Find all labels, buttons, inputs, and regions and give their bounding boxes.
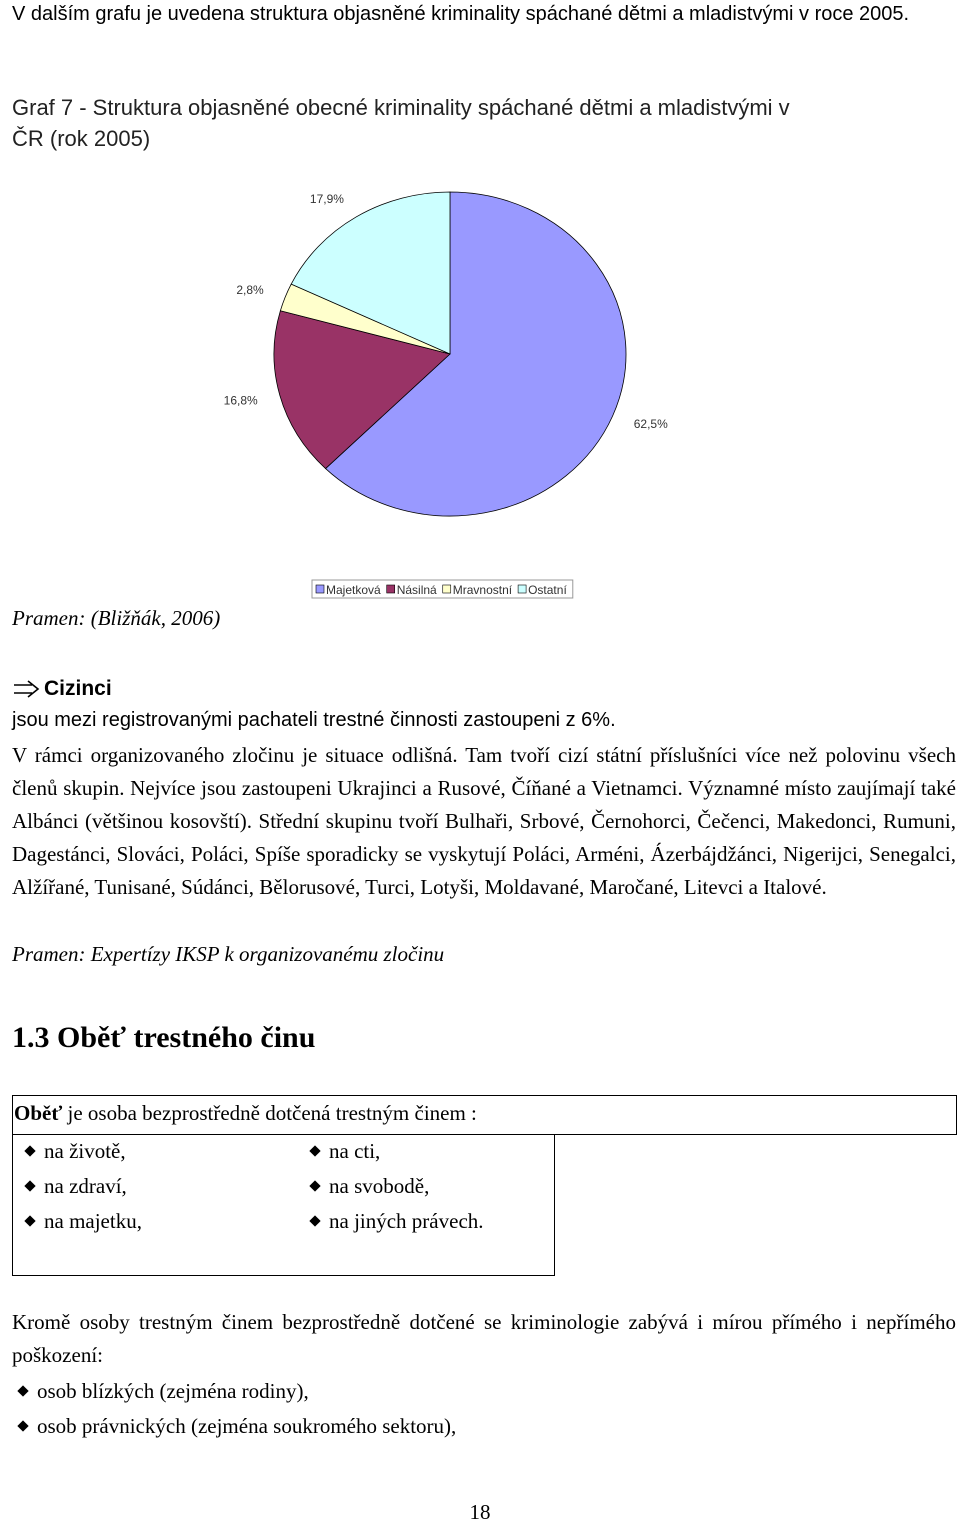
legend-label: Ostatní [528,583,567,597]
legend-swatch [517,584,527,594]
pie-slice [290,191,451,355]
pie-slice [324,191,627,517]
definition-text: je osoba bezprostředně dotčená trestným … [67,1101,477,1125]
chart-title: Graf 7 - Struktura objasněné obecné krim… [12,95,790,151]
chart: 62,5% 16,8% 2,8% 17,9% Majetková Násilná Mravn… [224,191,668,599]
legend-label: Majetková [326,583,381,597]
definition-item: na majetku, [44,1209,142,1233]
definition-term: Oběť [14,1101,63,1125]
bullet [17,1385,29,1397]
paragraph: Kromě osoby trestným činem bezprostředně… [12,1310,956,1367]
definition-item: na životě, [44,1139,126,1163]
arrow-icon [14,680,40,698]
slice-label: 17,9% [310,192,344,206]
page-number: 18 [469,1500,491,1524]
legend-swatch [315,584,325,594]
definition-item: na cti, [329,1139,381,1163]
section-source: Pramen: Expertízy IKSP k organizovanému … [12,942,445,966]
legend-label: Mravnostní [453,583,513,597]
legend-label: Násilná [397,583,437,597]
section-paragraph: V rámci organizovaného zločinu je situac… [12,743,956,899]
definition-item: na jiných právech. [329,1209,484,1233]
pie-slice [273,310,451,470]
list-item: osob právnických (zejména soukromého sek… [37,1414,457,1438]
legend: Majetková Násilná Mravnostní Ostatní [311,579,574,599]
slice-label: 62,5% [634,417,668,431]
legend-swatch [386,584,396,594]
items-box [12,1134,555,1276]
heading: 1.3 Oběť trestného činu [12,1021,316,1054]
section-lead: jsou mezi registrovanými pachateli trest… [12,709,616,731]
slice-label: 16,8% [224,394,258,408]
legend-swatch [442,584,452,594]
definition: Oběť je osoba bezprostředně dotčená tres… [14,1097,477,1130]
list-item: osob blízkých (zejména rodiny), [37,1379,309,1403]
legend-box [311,579,574,599]
intro: V dalším grafu je uvedena struktura obja… [12,3,910,25]
definition-item: na zdraví, [44,1174,127,1198]
bullet [17,1420,29,1432]
section-heading: Cizinci [44,677,112,700]
chart-source: Pramen: (Bližňák, 2006) [12,606,221,630]
slice-label: 2,8% [236,283,264,297]
definition-item: na svobodě, [329,1174,430,1198]
